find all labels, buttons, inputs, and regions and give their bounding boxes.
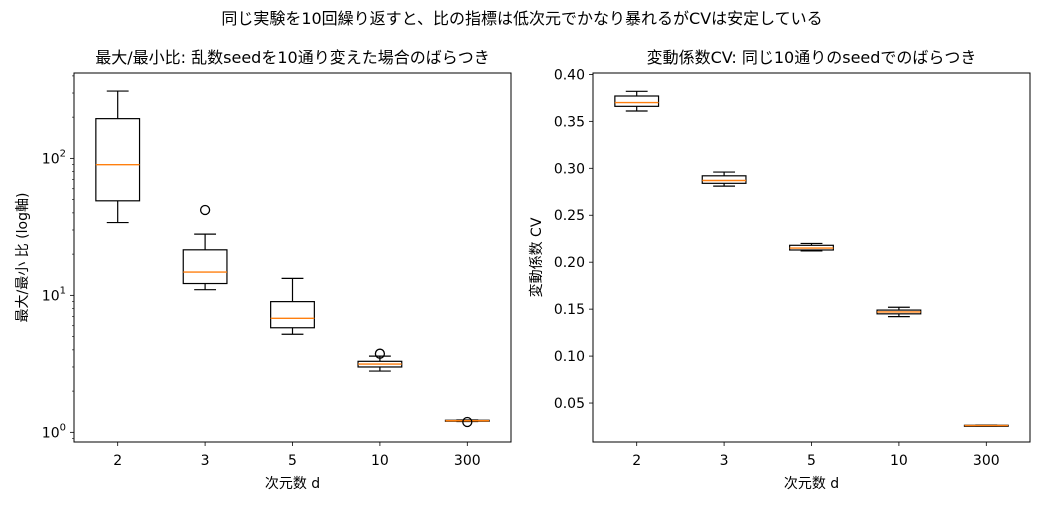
box-300 xyxy=(963,424,1009,427)
boxplot-panel-cv: 変動係数CV: 同じ10通りのseedでのばらつき 0.05 0.10 0.15 0.2… xyxy=(528,48,1031,492)
panel-title: 最大/最小比: 乱数seedを10通り変えた場合のばらつき xyxy=(95,48,489,67)
x-tick-label: 300 xyxy=(973,453,1000,469)
x-tick-label: 300 xyxy=(454,453,481,469)
x-tick-label: 10 xyxy=(890,453,908,469)
boxplot-panel-ratio: 最大/最小比: 乱数seedを10通り変えた場合のばらつき 100 101 102 2 3… xyxy=(15,48,512,492)
y-tick-label: 0.35 xyxy=(554,114,585,130)
box-iqr xyxy=(270,301,315,329)
x-tick-label: 3 xyxy=(720,453,729,469)
flier-point xyxy=(199,204,211,216)
x-axis-label: 次元数 d xyxy=(784,476,839,492)
box-iqr xyxy=(701,175,747,184)
y-tick-label: 0.40 xyxy=(554,67,585,83)
box-10 xyxy=(357,348,403,372)
box-2 xyxy=(614,90,660,112)
box-5 xyxy=(270,277,315,335)
y-axis-label: 変動係数 CV xyxy=(528,217,545,297)
y-tick-label: 100 xyxy=(42,422,66,441)
y-tick-label: 102 xyxy=(42,148,66,167)
box-3 xyxy=(182,204,228,291)
flier-point xyxy=(462,416,473,428)
box-10 xyxy=(876,306,922,318)
y-tick-label: 0.10 xyxy=(554,349,585,365)
x-axis-label: 次元数 d xyxy=(265,476,320,492)
x-tick-label: 2 xyxy=(113,453,122,469)
axes-frame xyxy=(592,72,1031,443)
x-tick-label: 5 xyxy=(807,453,816,469)
box-iqr xyxy=(182,249,228,285)
box-5 xyxy=(789,242,834,252)
figure-suptitle: 同じ実験を10回繰り返すと、比の指標は低次元でかなり暴れるがCVは安定している xyxy=(221,9,822,28)
x-tick-label: 2 xyxy=(632,453,641,469)
x-tick-label: 5 xyxy=(288,453,297,469)
x-tick-label: 10 xyxy=(371,453,389,469)
x-tick-label: 3 xyxy=(201,453,210,469)
panel-title: 変動係数CV: 同じ10通りのseedでのばらつき xyxy=(647,48,977,67)
y-tick-label: 0.20 xyxy=(554,255,585,271)
box-300 xyxy=(444,416,490,428)
box-iqr xyxy=(95,118,141,202)
y-tick-label: 101 xyxy=(42,285,66,304)
box-3 xyxy=(701,171,747,187)
flier-point xyxy=(374,348,386,359)
y-tick-label: 0.25 xyxy=(554,208,585,224)
box-iqr xyxy=(614,95,660,107)
y-tick-label: 0.05 xyxy=(554,396,585,412)
y-tick-label: 0.15 xyxy=(554,302,585,318)
box-2 xyxy=(95,90,141,224)
axes-frame xyxy=(73,72,512,443)
y-tick-label: 0.30 xyxy=(554,161,585,177)
y-axis-label: 最大/最小 比 (log軸) xyxy=(15,193,31,323)
